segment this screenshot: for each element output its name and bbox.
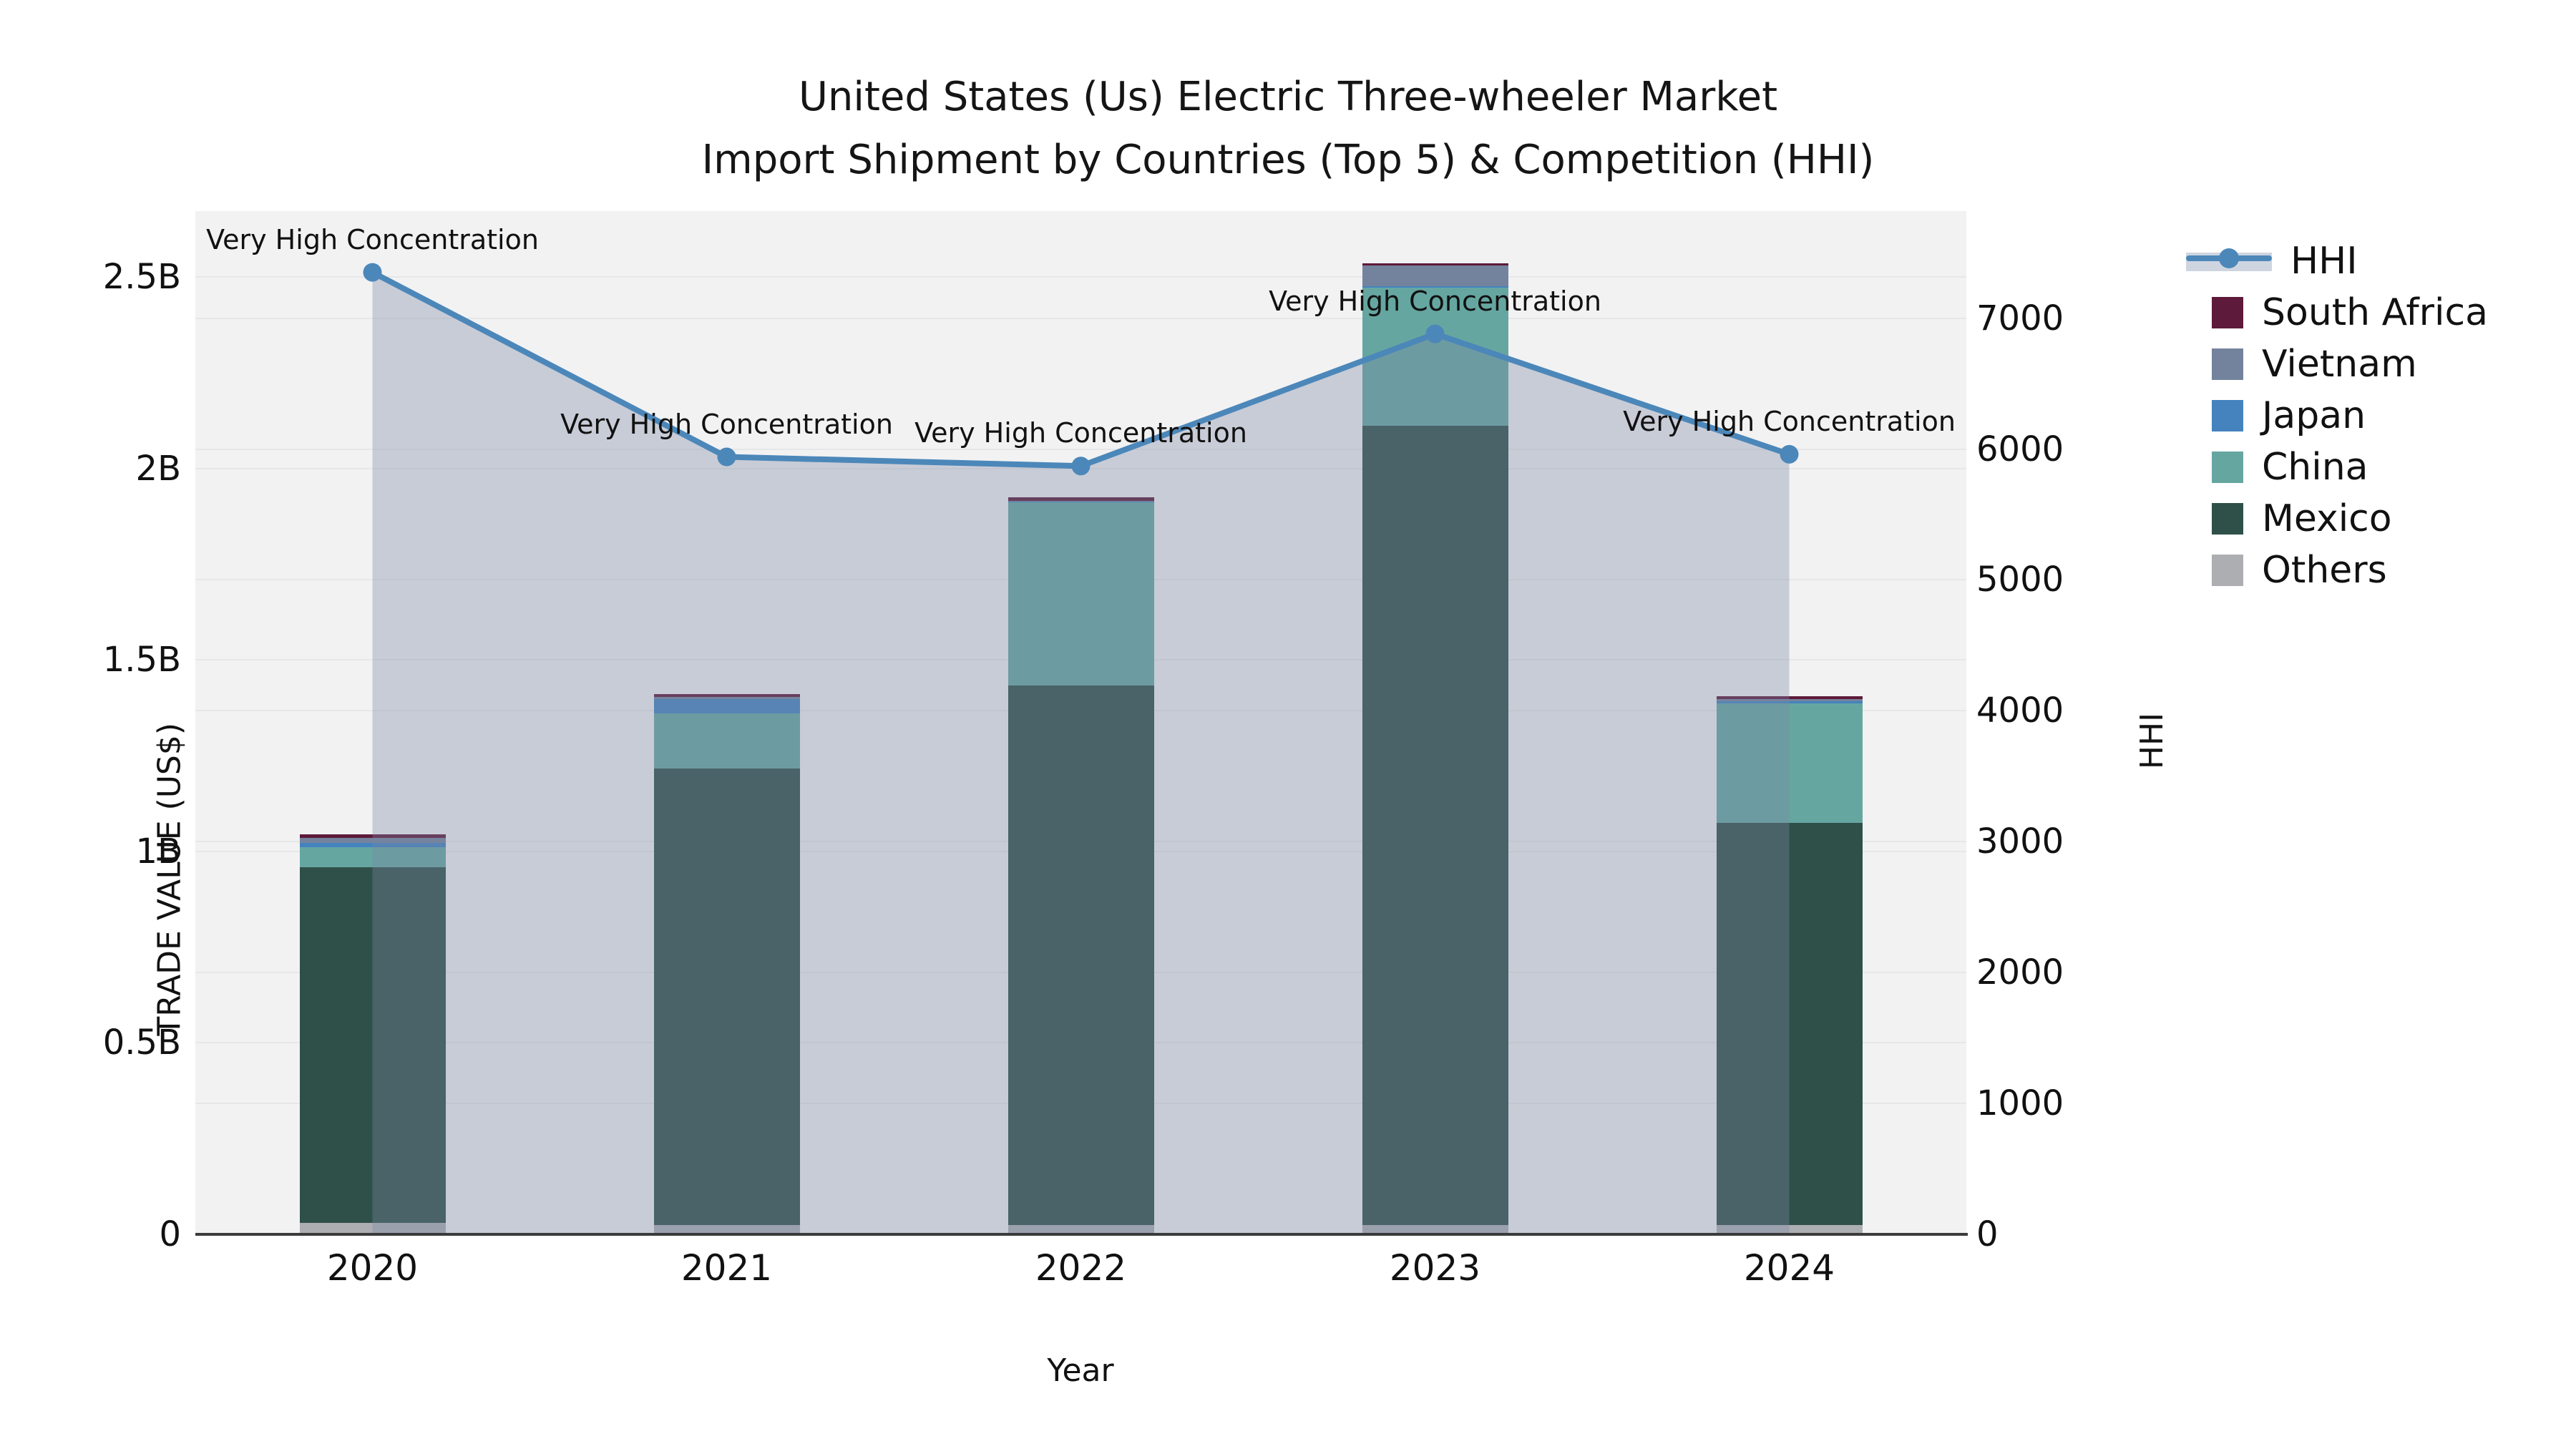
y-right-tick-1000: 1000: [1976, 1083, 2064, 1124]
chart-title-line2: Import Shipment by Countries (Top 5) & C…: [701, 137, 1875, 183]
bar-2022-china: [1008, 502, 1154, 686]
legend-swatch-china: [2212, 452, 2243, 483]
bar-2024-vietnam: [1716, 698, 1863, 702]
legend-item-mexico: Mexico: [2186, 494, 2392, 544]
bar-2021-south-africa: [653, 693, 800, 697]
hhi-marker: [1425, 324, 1445, 343]
annotation-2021: Very High Concentration: [560, 408, 893, 440]
x-tick-2020: 2020: [326, 1247, 419, 1289]
bar-2021-mexico: [653, 769, 800, 1226]
gridline-hhi: [195, 448, 1966, 450]
annotation-2024: Very High Concentration: [1623, 405, 1956, 437]
x-axis-line: [195, 1233, 1968, 1236]
annotation-2020: Very High Concentration: [206, 223, 539, 255]
legend-label: South Africa: [2262, 291, 2488, 334]
bar-2024-china: [1716, 703, 1863, 824]
bar-2022-south-africa: [1008, 497, 1154, 501]
y-right-tick-7000: 7000: [1976, 298, 2064, 338]
legend-swatch-japan: [2212, 400, 2243, 431]
y-left-tick-2B: 2B: [135, 448, 181, 489]
legend-item-japan: Japan: [2186, 391, 2366, 441]
bar-2020-mexico: [299, 867, 446, 1223]
bar-2024-japan: [1716, 701, 1863, 704]
y-right-tick-3000: 3000: [1976, 821, 2064, 862]
y-left-tick-1B: 1B: [135, 831, 181, 872]
chart-title-line1: United States (Us) Electric Three-wheele…: [798, 74, 1778, 120]
hhi-legend-marker: [2219, 248, 2239, 268]
legend-item-hhi: HHI: [2186, 236, 2358, 286]
legend-swatch-south-africa: [2212, 297, 2243, 328]
hhi-overlay: [363, 263, 1799, 1234]
bar-2023-vietnam: [1362, 265, 1508, 286]
bar-2022-mexico: [1008, 686, 1154, 1226]
gridline-hhi: [195, 317, 1966, 319]
x-tick-2024: 2024: [1743, 1247, 1835, 1289]
legend-item-others: Others: [2186, 545, 2387, 595]
hhi-area-fill: [372, 272, 1790, 1234]
hhi-marker: [1071, 457, 1091, 476]
plot-area: Very High Concentration Very High Concent…: [195, 211, 1966, 1234]
bar-2021-vietnam: [653, 696, 800, 700]
legend-item-vietnam: Vietnam: [2186, 339, 2417, 389]
x-axis-label: Year: [1047, 1352, 1114, 1389]
bar-2023-china: [1362, 288, 1508, 426]
chart-title: United States (Us) Electric Three-wheele…: [0, 66, 2576, 192]
legend-label: Japan: [2262, 394, 2366, 437]
y-right-tick-4000: 4000: [1976, 691, 2064, 731]
bar-2020-vietnam: [299, 837, 446, 843]
legend-item-south-africa: South Africa: [2186, 288, 2488, 338]
bar-2020-others: [299, 1222, 446, 1234]
y-right-tick-0: 0: [1976, 1214, 1999, 1254]
legend-label: Others: [2262, 549, 2387, 592]
legend-label: Vietnam: [2262, 343, 2417, 386]
x-tick-2021: 2021: [680, 1247, 773, 1289]
bar-2024-south-africa: [1716, 696, 1863, 699]
y-left-tick-1.5B: 1.5B: [102, 640, 181, 680]
bar-2021-china: [653, 713, 800, 769]
legend-label: China: [2262, 446, 2368, 489]
hhi-marker: [363, 263, 382, 282]
legend-swatch-vietnam: [2212, 348, 2243, 380]
bar-2021-others: [653, 1225, 800, 1234]
legend-label: HHI: [2290, 240, 2358, 283]
y-axis-label-right: HHI: [2134, 712, 2171, 770]
bar-2020-south-africa: [299, 834, 446, 838]
bar-2024-others: [1716, 1225, 1863, 1234]
legend-item-china: China: [2186, 442, 2368, 492]
bar-2023-japan: [1362, 286, 1508, 288]
annotation-2022: Very High Concentration: [914, 417, 1247, 449]
x-tick-2022: 2022: [1035, 1247, 1127, 1289]
bar-2020-japan: [299, 842, 446, 848]
bar-2023-mexico: [1362, 426, 1508, 1226]
x-tick-2023: 2023: [1389, 1247, 1481, 1289]
y-left-tick-0: 0: [159, 1214, 181, 1254]
bar-2024-mexico: [1716, 823, 1863, 1226]
bar-2022-others: [1008, 1225, 1154, 1234]
bar-2022-vietnam: [1008, 500, 1154, 502]
y-left-tick-0.5B: 0.5B: [102, 1023, 181, 1063]
legend-swatch-mexico: [2212, 503, 2243, 535]
hhi-marker: [1780, 444, 1799, 464]
y-left-tick-2.5B: 2.5B: [102, 257, 181, 298]
bar-2023-south-africa: [1362, 263, 1508, 265]
annotation-2023: Very High Concentration: [1269, 285, 1601, 317]
bar-2023-others: [1362, 1225, 1508, 1234]
hhi-marker: [717, 447, 736, 467]
y-right-tick-5000: 5000: [1976, 560, 2064, 600]
bar-2021-japan: [653, 699, 800, 714]
y-right-tick-6000: 6000: [1976, 429, 2064, 469]
gridline-trade-value: [195, 276, 1966, 278]
y-right-tick-2000: 2000: [1976, 952, 2064, 993]
legend-swatch-others: [2212, 555, 2243, 586]
bar-2020-china: [299, 847, 446, 868]
hhi-legend-sample: [2186, 245, 2272, 277]
legend-label: Mexico: [2262, 497, 2392, 540]
